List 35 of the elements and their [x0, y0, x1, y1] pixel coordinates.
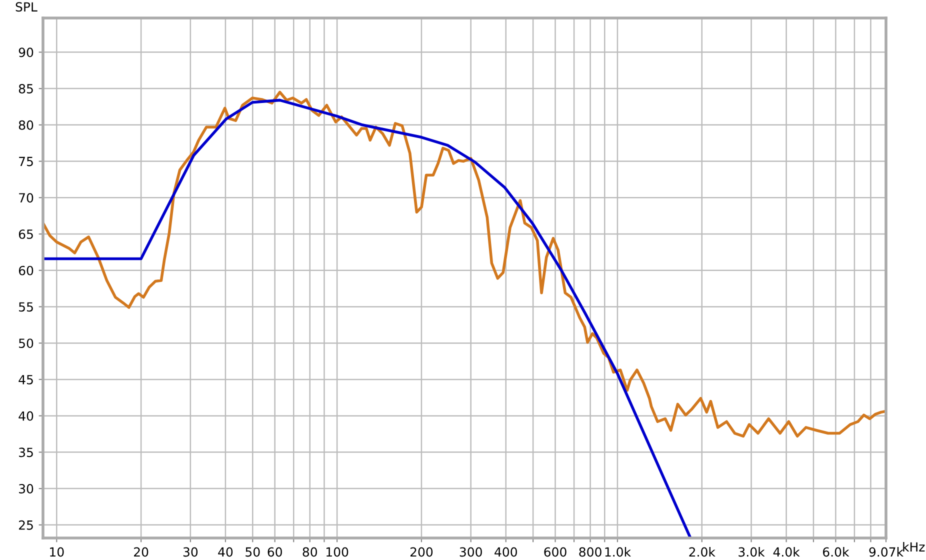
x-tick-label: 9.07k [869, 547, 904, 557]
y-tick-label: 50 [19, 338, 34, 348]
y-tick-label: 70 [19, 193, 34, 203]
y-tick-label: 45 [18, 375, 33, 384]
y-tick-label: 35 [19, 448, 33, 458]
x-tick-label: 10 [50, 547, 64, 557]
y-tick-label: 25 [18, 520, 33, 530]
x-tick-label: 300 [460, 547, 482, 557]
x-tick-label: 600 [544, 547, 566, 557]
x-axis-title: kHz [903, 542, 925, 552]
y-tick-label: 30 [19, 484, 34, 494]
x-tick-label: 1.0k [605, 547, 631, 557]
x-tick-label: 80 [302, 547, 318, 557]
x-tick-label: 200 [410, 547, 433, 557]
x-tick-label: 20 [134, 547, 148, 557]
x-tick-label: 2.0k [689, 547, 716, 557]
x-tick-label: 4.0k [773, 547, 800, 557]
y-axis-title: SPL [16, 2, 38, 12]
x-tick-label: 3.0k [738, 547, 765, 557]
x-tick-label: 60 [268, 547, 282, 557]
y-tick-label: 90 [18, 48, 34, 58]
x-tick-label: 40 [218, 547, 233, 557]
x-tick-label: 800 [579, 547, 602, 557]
y-tick-label: 85 [18, 84, 33, 94]
y-tick-label: 55 [19, 302, 33, 312]
x-tick-label: 400 [494, 547, 517, 557]
y-tick-label: 75 [19, 156, 33, 166]
x-tick-label: 30 [183, 547, 198, 557]
y-tick-label: 65 [18, 229, 33, 239]
y-tick-label: 60 [18, 266, 34, 276]
x-tick-label: 6.0k [822, 547, 850, 557]
y-tick-label: 40 [18, 411, 34, 421]
y-tick-label: 80 [18, 120, 34, 130]
x-tick-label: 50 [246, 547, 260, 557]
x-tick-label: 100 [326, 547, 348, 557]
